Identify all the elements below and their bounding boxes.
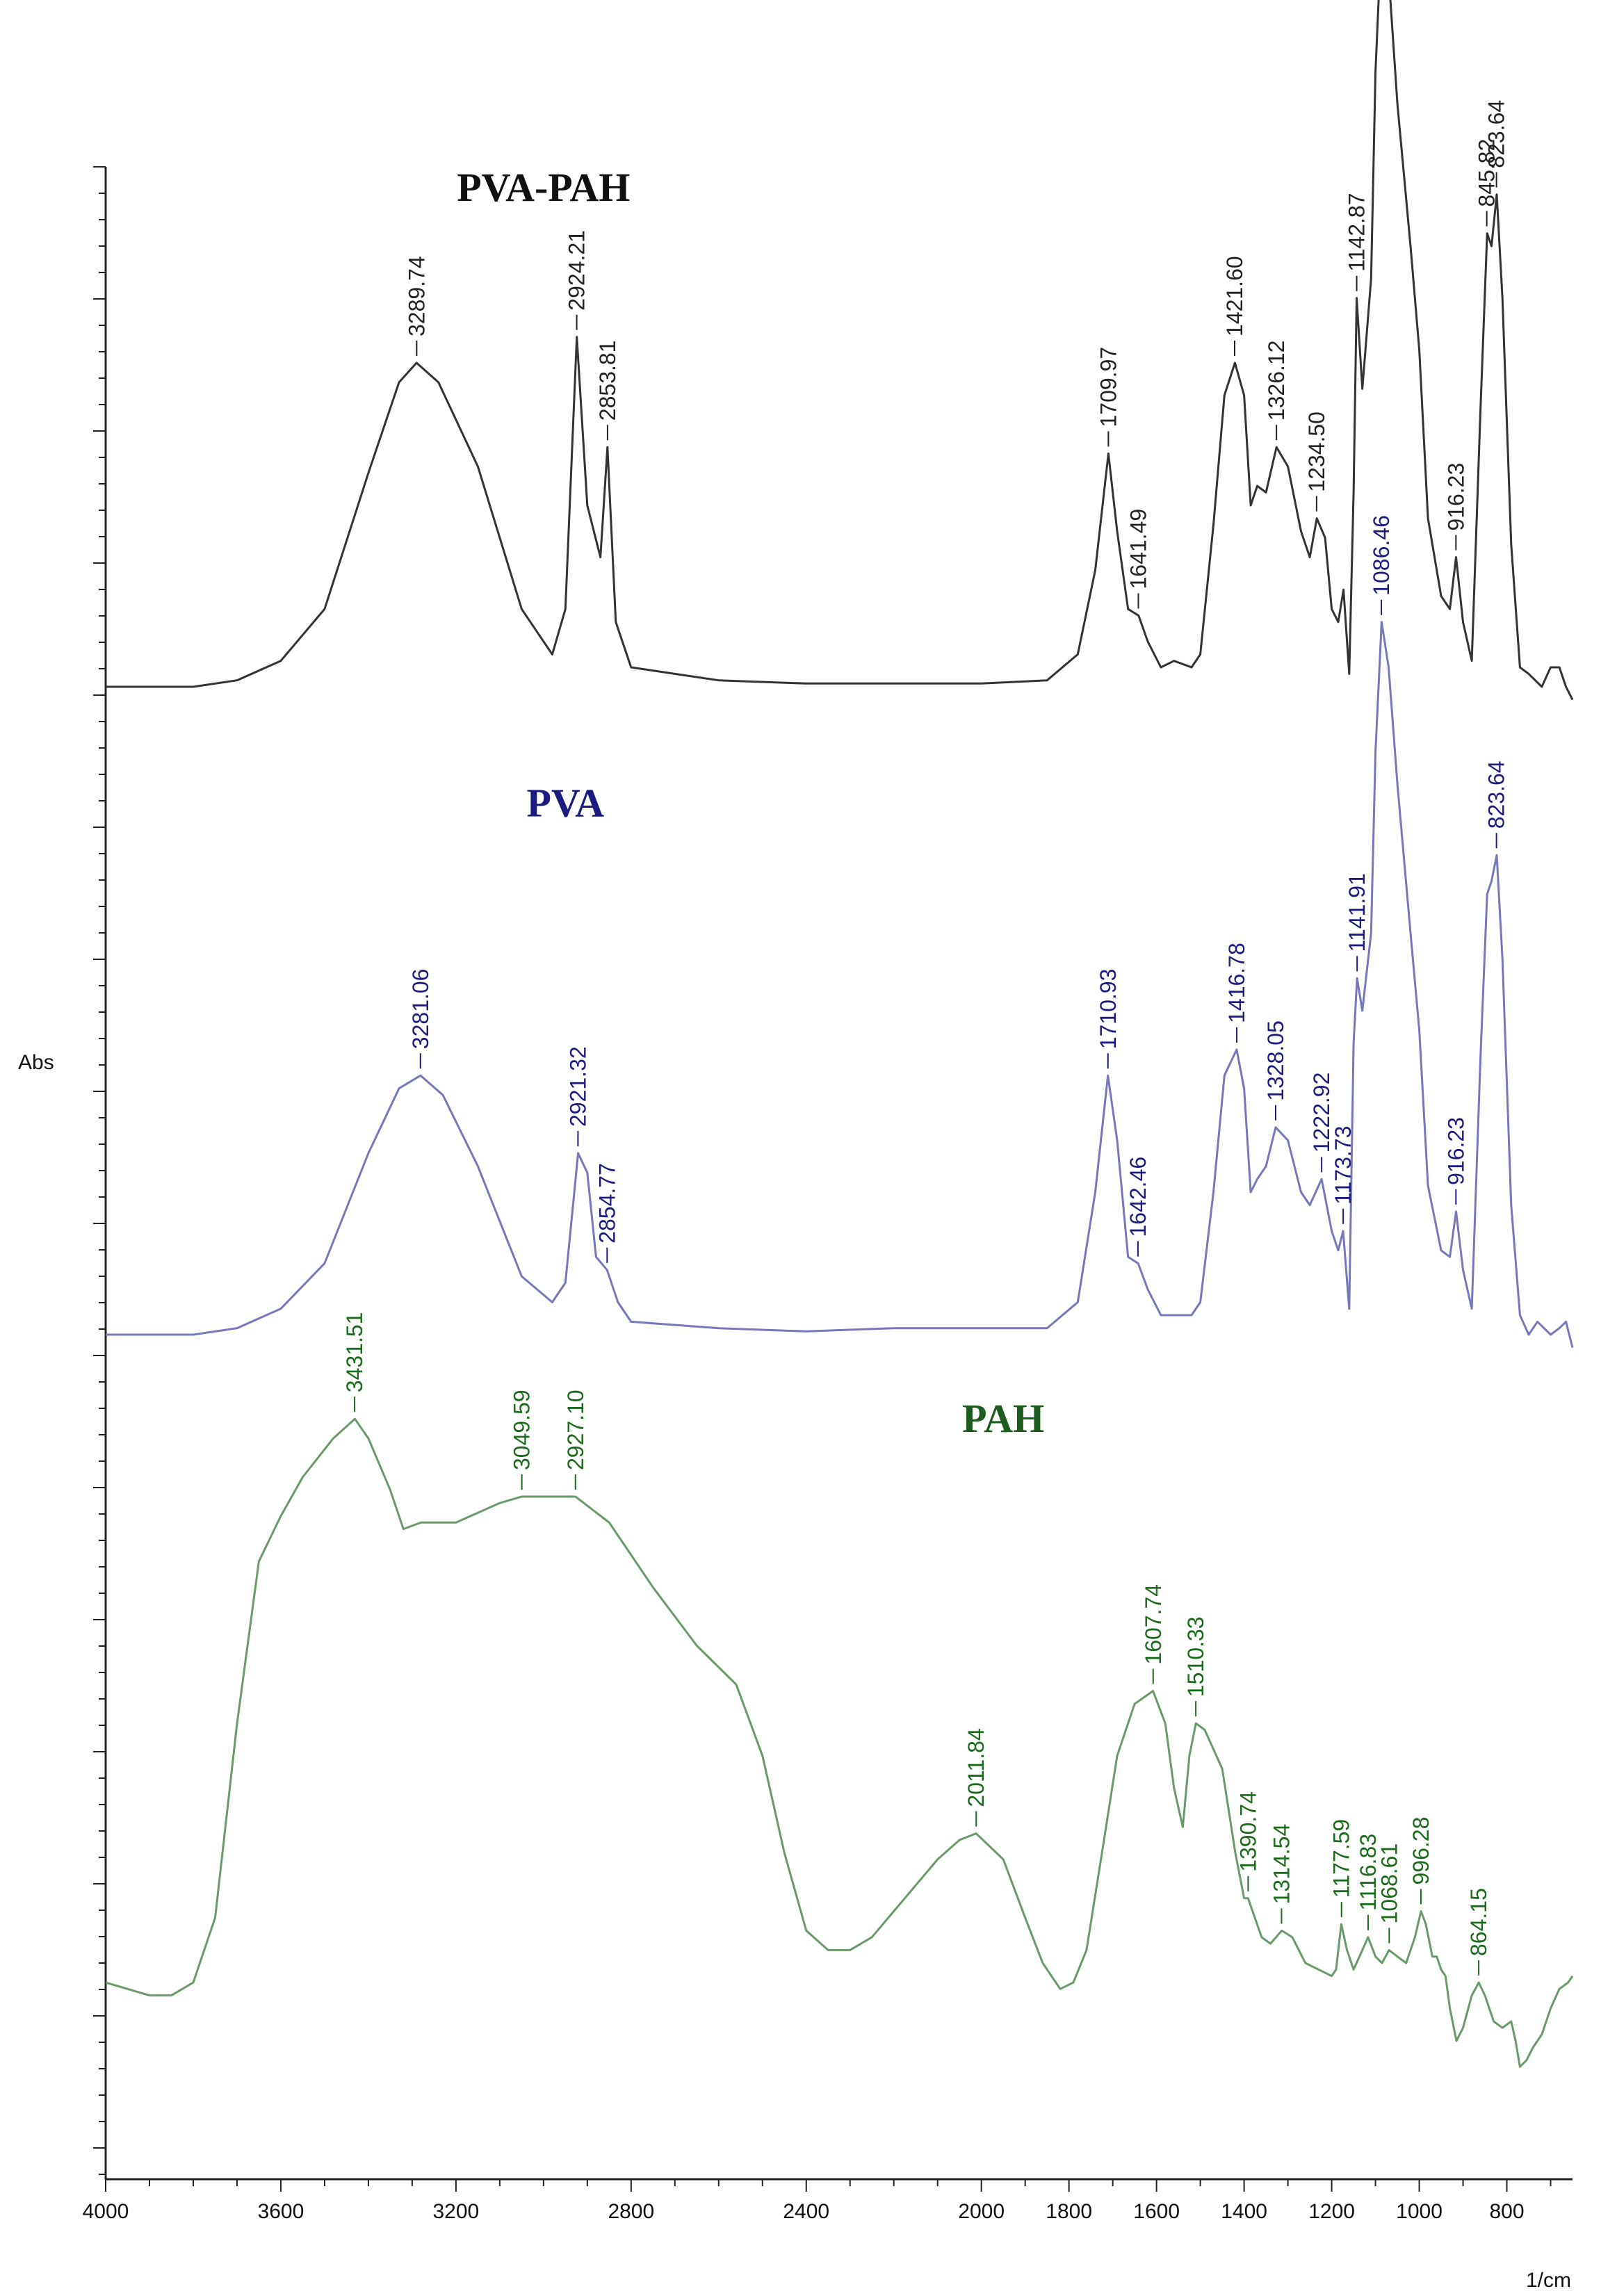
peak-label: 1710.93 <box>1096 969 1121 1050</box>
peak-label: 1326.12 <box>1264 341 1289 421</box>
peak-label: 3289.74 <box>404 256 429 336</box>
peak-label: 1607.74 <box>1141 1584 1166 1665</box>
peak-label: 916.23 <box>1443 463 1468 531</box>
x-tick-label: 4000 <box>83 2200 129 2223</box>
x-tick-label: 1000 <box>1396 2200 1443 2223</box>
peak-label: 3281.06 <box>408 969 433 1050</box>
x-tick-label: 2400 <box>783 2200 829 2223</box>
peak-label: 845.82 <box>1474 139 1500 207</box>
peak-label: 1416.78 <box>1224 943 1249 1023</box>
axes: 4000 3600 3200 2800 2400 2000 1800 1600 1400 1200… <box>83 166 1573 2223</box>
series-line-pah <box>105 1417 1574 2068</box>
x-tick-label: 1600 <box>1133 2200 1180 2223</box>
peak-label: 823.64 <box>1484 100 1509 168</box>
peak-label: 823.64 <box>1484 760 1509 829</box>
peak-label: 2853.81 <box>595 341 620 421</box>
peak-label: 1709.97 <box>1096 347 1121 428</box>
x-tick-label: 1200 <box>1308 2200 1355 2223</box>
y-axis-label: Abs <box>18 1051 54 1074</box>
x-tick-label: 1400 <box>1221 2200 1267 2223</box>
peak-label: 2927.10 <box>563 1390 588 1470</box>
peak-label: 1222.92 <box>1309 1073 1334 1153</box>
x-tick-label: 2000 <box>958 2200 1005 2223</box>
series-line-pva <box>106 621 1574 1348</box>
peak-label: 1642.46 <box>1126 1157 1151 1237</box>
x-tick-label: 3600 <box>258 2200 304 2223</box>
peak-label: 1068.61 <box>1376 1843 1401 1924</box>
x-axis-label: 1/cm <box>1526 2269 1571 2292</box>
peak-label: 864.15 <box>1466 1888 1491 1956</box>
peak-label: 3431.51 <box>342 1312 367 1393</box>
series-title-pva: PVA <box>526 780 604 825</box>
peak-label: 1173.73 <box>1331 1126 1356 1205</box>
x-tick-label: 2800 <box>608 2200 654 2223</box>
peak-label: 1177.59 <box>1329 1819 1354 1898</box>
peak-label: 1141.91 <box>1344 873 1370 952</box>
series-title-pah: PAH <box>962 1396 1044 1441</box>
peak-label: 2854.77 <box>594 1163 619 1244</box>
x-tick-label: 800 <box>1489 2200 1524 2223</box>
peak-label: 1314.54 <box>1269 1824 1294 1905</box>
series-titles: PVA-PAH PVA PAH <box>457 165 1044 1441</box>
peak-label: 1328.05 <box>1263 1020 1288 1101</box>
peak-label: 3049.59 <box>510 1390 535 1470</box>
x-tick-label: 3200 <box>433 2200 480 2223</box>
peak-label: 1510.33 <box>1183 1617 1208 1697</box>
series-title-pva-pah: PVA-PAH <box>457 165 630 210</box>
peak-label: 1641.49 <box>1126 509 1151 589</box>
peak-labels: 3289.74 2924.21 2853.81 1709.97 1641.49 1421.… <box>342 100 1509 1976</box>
peak-label: 1142.87 <box>1344 193 1370 272</box>
x-tick-label: 1800 <box>1046 2200 1092 2223</box>
peak-label: 2921.32 <box>565 1046 590 1127</box>
peak-label: 1116.83 <box>1356 1834 1381 1911</box>
series-line-pva-pah <box>106 0 1574 701</box>
peak-label: 1086.46 <box>1369 515 1394 596</box>
spectra-curves <box>105 0 1574 2068</box>
peak-label: 1234.50 <box>1304 412 1329 492</box>
peak-label: 2011.84 <box>964 1728 989 1807</box>
peak-label: 996.28 <box>1408 1817 1433 1885</box>
peak-label: 2924.21 <box>564 230 590 311</box>
peak-label: 1421.60 <box>1222 256 1247 336</box>
peak-label: 1390.74 <box>1235 1791 1260 1872</box>
peak-label: 916.23 <box>1443 1117 1468 1185</box>
